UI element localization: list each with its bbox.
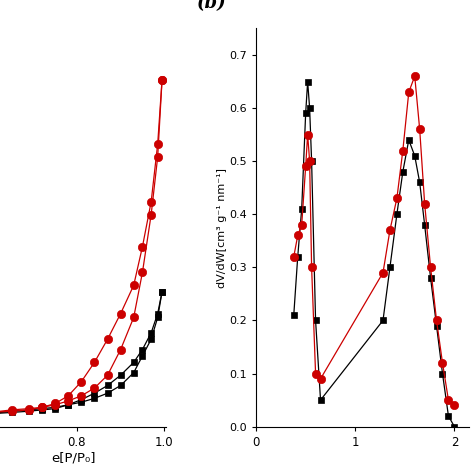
Text: (b): (b) <box>196 0 226 12</box>
X-axis label: e[P/P₀]: e[P/P₀] <box>52 451 96 465</box>
Y-axis label: dV/dW[cm³ g⁻¹ nm⁻¹]: dV/dW[cm³ g⁻¹ nm⁻¹] <box>217 167 227 288</box>
